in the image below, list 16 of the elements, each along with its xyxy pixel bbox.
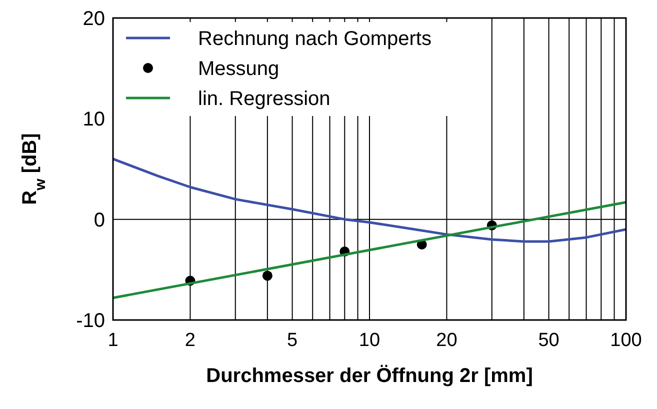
x-tick-label: 20 [436,330,458,351]
x-tick-label: 50 [538,330,560,351]
legend-label: lin. Regression [198,88,330,110]
x-tick-label: 10 [358,330,380,351]
legend-label: Rechnung nach Gomperts [198,28,432,50]
x-axis-title: Durchmesser der Öffnung 2r [mm] [206,364,533,387]
y-tick-label: 10 [82,108,105,131]
point [262,270,272,281]
x-tick-label: 100 [610,330,642,351]
y-tick-label: -10 [76,310,105,332]
legend-label: Messung [198,58,280,80]
y-tick-label: 20 [82,8,105,30]
y-tick-label: 0 [94,209,105,232]
x-tick-label: 1 [108,330,118,351]
x-tick-label: 2 [184,330,196,351]
x-tick-label: 5 [286,330,298,351]
